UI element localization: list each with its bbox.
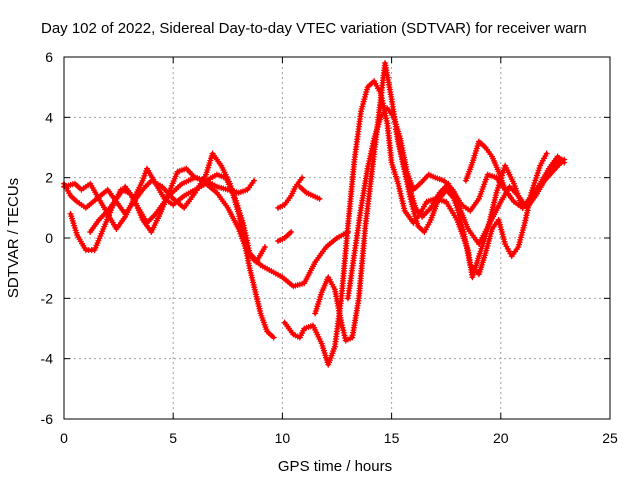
data-point <box>251 177 258 184</box>
y-tick-label: 4 <box>45 109 53 125</box>
data-point <box>299 174 306 181</box>
x-tick-label: 10 <box>275 430 291 446</box>
data-point <box>270 334 277 341</box>
x-tick-label: 5 <box>169 430 177 446</box>
axis-ticks <box>63 56 611 420</box>
chart-title: Day 102 of 2022, Sidereal Day-to-day VTE… <box>41 20 587 37</box>
series-5 <box>275 174 306 211</box>
series-6 <box>296 183 323 202</box>
x-tick-label: 15 <box>384 430 400 446</box>
x-axis-label: GPS time / hours <box>278 458 392 475</box>
data-point <box>502 186 509 193</box>
series-2 <box>61 165 268 266</box>
data-point <box>561 159 568 166</box>
y-tick-label: -4 <box>41 351 54 367</box>
y-tick-label: -6 <box>41 411 54 427</box>
y-tick-label: -2 <box>41 290 54 306</box>
y-tick-labels: -6 -4 -2 0 2 4 6 <box>41 49 54 427</box>
y-tick-label: 0 <box>45 230 53 246</box>
series-4 <box>275 228 295 245</box>
x-tick-label: 0 <box>60 430 68 446</box>
series-10 <box>392 126 550 278</box>
x-tick-labels: 0 5 10 15 20 25 <box>60 430 618 446</box>
series-11 <box>462 138 509 193</box>
series-3 <box>87 165 351 290</box>
data-point <box>288 228 295 235</box>
x-tick-label: 25 <box>602 430 618 446</box>
data-point <box>543 150 550 157</box>
x-tick-label: 20 <box>493 430 509 446</box>
y-tick-label: 2 <box>45 170 53 186</box>
data-point <box>316 195 323 202</box>
y-axis-label: SDTVAR / TECUs <box>5 178 22 298</box>
data-point <box>261 244 268 251</box>
data-series <box>61 60 568 368</box>
y-tick-label: 6 <box>45 49 53 65</box>
